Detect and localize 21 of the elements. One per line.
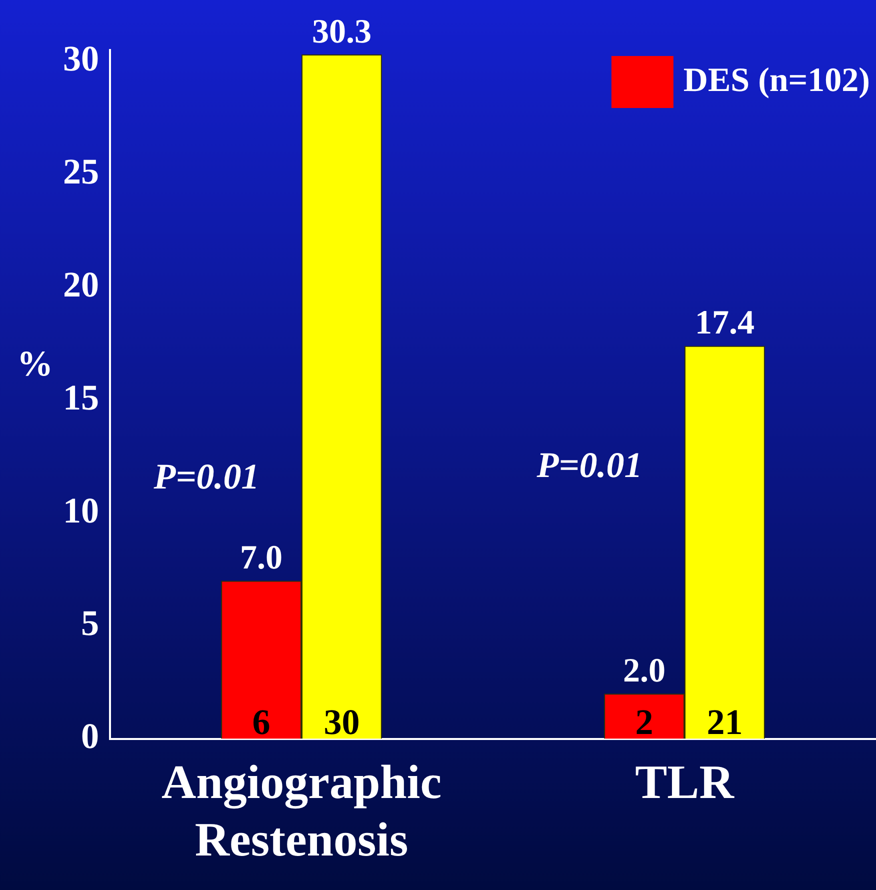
- y-axis-title: %: [17, 343, 53, 384]
- annotation: 30: [324, 702, 360, 742]
- annotation: P=0.01: [152, 456, 260, 496]
- y-tick-label: 25: [63, 152, 99, 192]
- y-tick-label: 30: [63, 38, 99, 79]
- y-tick-label: 20: [63, 264, 99, 304]
- legend-label: DES (n=102): [683, 62, 870, 99]
- annotation: P=0.01: [536, 445, 642, 486]
- data-label: 2.0: [623, 652, 666, 690]
- annotation: 21: [706, 702, 743, 742]
- y-tick-label: 0: [81, 716, 99, 756]
- data-label: 17.4: [694, 304, 754, 342]
- y-tick-label: 5: [81, 603, 99, 644]
- annotation: 6: [252, 702, 270, 742]
- data-label: 7.0: [240, 539, 283, 576]
- y-tick-label: 10: [63, 490, 99, 530]
- x-tick-label: TLR: [635, 756, 736, 810]
- annotation: 2: [635, 702, 654, 742]
- y-tick-label: 15: [63, 377, 99, 418]
- x-tick-label: Angiographic Restenosis: [161, 756, 442, 867]
- data-label: 30.3: [312, 13, 372, 50]
